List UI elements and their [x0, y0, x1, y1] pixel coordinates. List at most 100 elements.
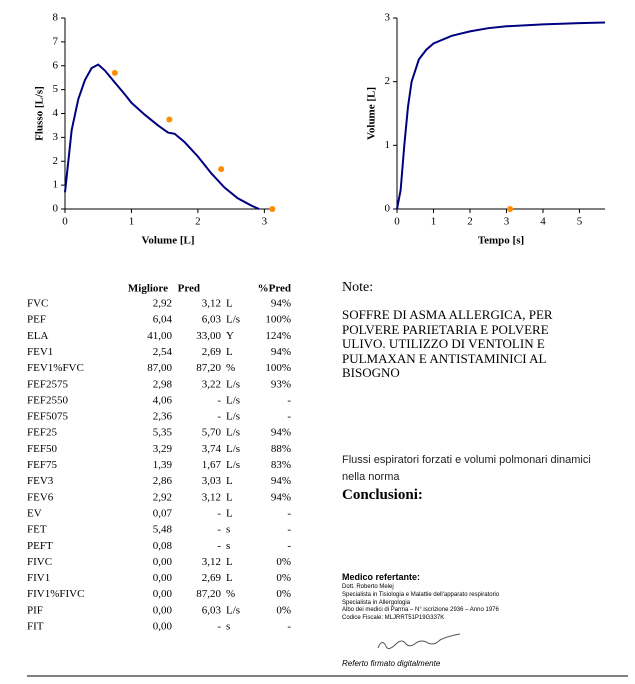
x-tick-label: 1 [129, 216, 135, 228]
note-line: POLVERE PARIETARIA E POLVERE [342, 321, 549, 337]
table-cell: L/s [226, 314, 240, 326]
curve [64, 63, 260, 210]
table-cell: FEV1%FVC [27, 362, 84, 374]
table-cell: ELA [27, 330, 48, 342]
table-cell: - [287, 621, 291, 633]
table-cell: 83% [271, 459, 291, 471]
table-cell: L/s [226, 394, 240, 406]
table-cell: 0% [276, 572, 291, 584]
table-cell: - [287, 524, 291, 536]
x-tick-label: 0 [62, 216, 68, 228]
table-cell: 1,67 [202, 459, 222, 471]
table-cell: s [226, 524, 230, 536]
y-axis-label: Volume [L] [366, 87, 378, 140]
x-tick-label: 0 [394, 216, 400, 228]
table-cell: L/s [226, 427, 240, 439]
doctor-title: Medico refertante: [342, 572, 421, 582]
table-cell: % [226, 362, 235, 374]
finding-line: Flussi espiratori forzati e volumi polmo… [342, 454, 591, 466]
table-cell: FEV1 [27, 346, 53, 358]
table-cell: 5,70 [202, 427, 222, 439]
table-cell: 87,20 [196, 588, 221, 600]
table-cell: 6,03 [202, 604, 222, 616]
doctor-line: Codice Fiscale: MLJRRT51P19G337K [342, 615, 445, 622]
table-header: Pred [178, 283, 200, 295]
doctor-line: Dott. Roberto Melej [342, 584, 394, 590]
table-cell: 3,12 [202, 491, 221, 503]
table-cell: 94% [271, 346, 291, 358]
table-cell: s [226, 540, 230, 552]
table-cell: 94% [271, 427, 291, 439]
x-tick-label: 5 [577, 216, 583, 228]
table-cell: - [217, 394, 221, 406]
table-cell: PEFT [27, 540, 53, 552]
table-cell: 41,00 [147, 330, 172, 342]
table-cell: - [217, 411, 221, 423]
table-cell: 2,92 [153, 491, 172, 503]
table-cell: L [226, 507, 233, 519]
table-cell: 3,12 [202, 556, 221, 568]
table-cell: 2,98 [153, 378, 173, 390]
table-cell: 1,39 [153, 459, 173, 471]
table-cell: L [226, 556, 233, 568]
predicted-point [111, 69, 118, 76]
table-cell: 2,86 [153, 475, 173, 487]
table-cell: 0,00 [153, 572, 173, 584]
table-cell: FEF75 [27, 459, 57, 471]
table-cell: 2,69 [202, 572, 222, 584]
table-cell: 0% [276, 588, 291, 600]
table-cell: FEV3 [27, 475, 54, 487]
table-cell: 124% [265, 330, 291, 342]
table-cell: 3,29 [153, 443, 173, 455]
finding-line: nella norma [342, 471, 400, 483]
table-cell: 94% [271, 475, 291, 487]
doctor-line: Albo dei medici di Parma – N° iscrizione… [342, 607, 499, 614]
table-cell: 33,00 [196, 330, 221, 342]
table-cell: L [226, 475, 233, 487]
table-cell: FET [27, 524, 47, 536]
x-tick-label: 3 [504, 216, 510, 228]
table-cell: FEF5075 [27, 411, 68, 423]
table-cell: 100% [265, 362, 291, 374]
table-cell: 3,74 [202, 443, 222, 455]
x-tick-label: 3 [262, 216, 268, 228]
table-cell: L [226, 298, 233, 310]
table-cell: FEF2550 [27, 394, 68, 406]
conclusions-title: Conclusioni: [342, 487, 423, 503]
doctor-line: Specialista in Allergologia [342, 599, 411, 606]
signature [377, 633, 461, 650]
curve [396, 21, 606, 210]
table-cell: 2,54 [153, 346, 173, 358]
table-cell: FEF25 [27, 427, 57, 439]
table-cell: FVC [27, 298, 48, 310]
table-cell: PEF [27, 314, 46, 326]
predicted-point [269, 206, 276, 212]
note-line: BISOGNO [342, 365, 400, 380]
table-cell: L/s [226, 378, 240, 390]
table-cell: 5,35 [153, 427, 173, 439]
table-cell: - [217, 507, 221, 519]
table-cell: EV [27, 507, 42, 519]
table-cell: 2,92 [153, 298, 172, 310]
x-axis-label: Tempo [s] [478, 235, 524, 247]
y-tick-label: 7 [53, 35, 59, 47]
y-tick-label: 2 [53, 155, 59, 167]
table-cell: 0% [276, 604, 291, 616]
table-cell: - [287, 394, 291, 406]
table-cell: 94% [271, 491, 291, 503]
y-tick-label: 8 [53, 12, 59, 24]
x-tick-label: 1 [431, 216, 437, 228]
predicted-point [166, 116, 173, 123]
table-cell: FIV1%FIVC [27, 588, 84, 600]
table-cell: 3,12 [202, 298, 221, 310]
table-header: Migliore [128, 283, 168, 295]
table-header: %Pred [258, 283, 291, 295]
predicted-point [218, 166, 225, 173]
table-cell: - [217, 524, 221, 536]
table-cell: 6,04 [153, 314, 173, 326]
table-cell: 0,00 [153, 588, 173, 600]
table-cell: 87,20 [196, 362, 221, 374]
table-cell: Y [226, 330, 234, 342]
